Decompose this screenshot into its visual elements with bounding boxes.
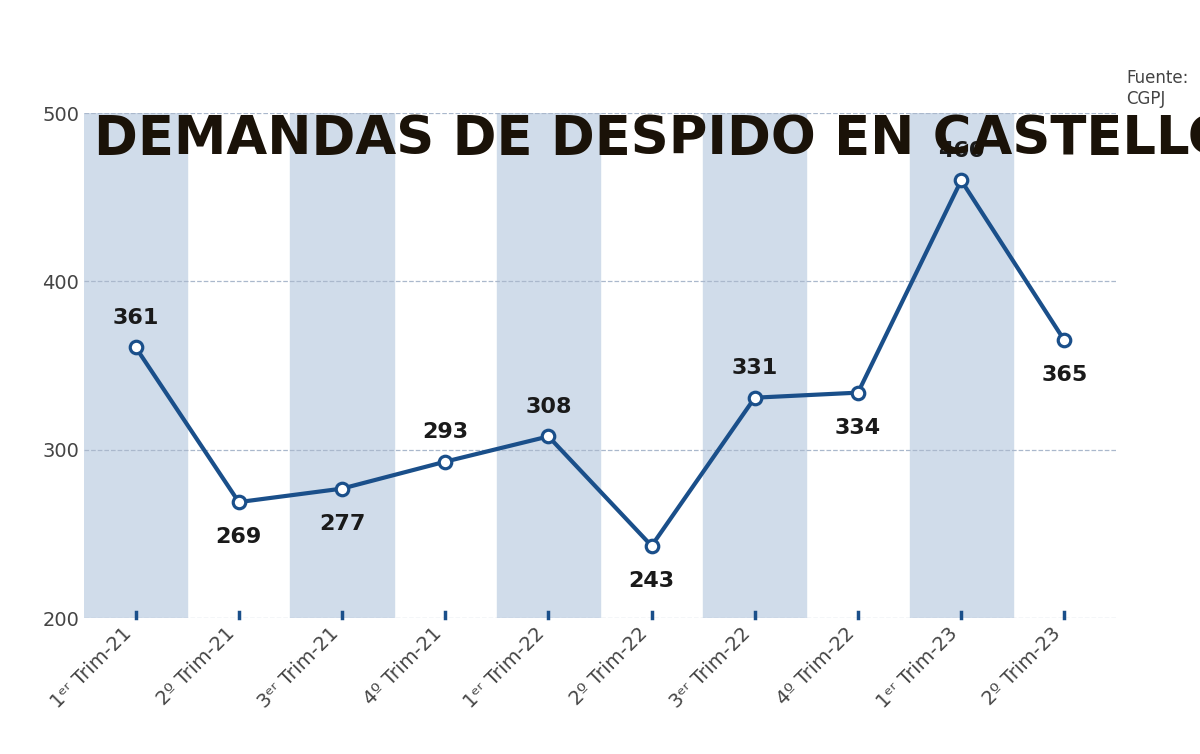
Text: 269: 269: [216, 527, 262, 547]
Text: 361: 361: [113, 308, 158, 328]
Text: 308: 308: [526, 397, 571, 417]
Bar: [84, 113, 187, 618]
Bar: [910, 113, 1013, 618]
Text: DEMANDAS DE DESPIDO EN CASTELLÓN: DEMANDAS DE DESPIDO EN CASTELLÓN: [95, 113, 1200, 165]
Text: 365: 365: [1042, 366, 1087, 385]
Bar: [703, 113, 806, 618]
Text: 293: 293: [422, 422, 468, 443]
Text: 334: 334: [835, 418, 881, 437]
Text: 331: 331: [732, 358, 778, 379]
Text: Fuente:
CGPJ: Fuente: CGPJ: [1127, 69, 1189, 108]
Bar: [497, 113, 600, 618]
Text: 460: 460: [938, 141, 984, 161]
Bar: [290, 113, 394, 618]
Text: 243: 243: [629, 571, 674, 591]
Text: 277: 277: [319, 513, 365, 534]
